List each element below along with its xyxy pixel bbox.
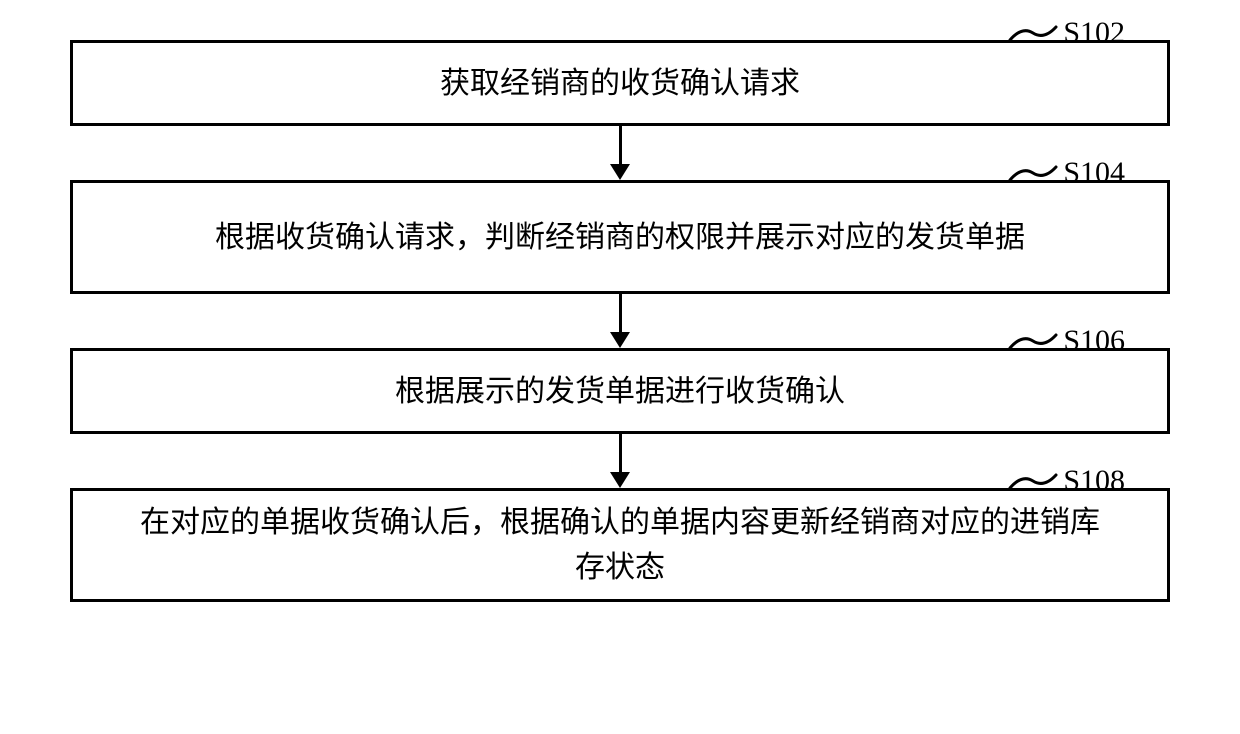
flowchart-container: S102 获取经销商的收货确认请求 S104 根据收货确认请求，判断经销商的权限…	[20, 40, 1220, 602]
label-wrapper-s106: S106	[1008, 324, 1125, 358]
squiggle-icon	[1008, 332, 1058, 350]
arrow-head-icon	[610, 164, 630, 180]
step-text-s106: 根据展示的发货单据进行收货确认	[395, 369, 845, 414]
arrow-s104-s106	[610, 294, 630, 348]
arrow-s106-s108	[610, 434, 630, 488]
arrow-line	[619, 126, 622, 164]
step-label-s106: S106	[1063, 324, 1125, 358]
arrow-s102-s104	[610, 126, 630, 180]
step-label-s108: S108	[1063, 464, 1125, 498]
squiggle-icon	[1008, 24, 1058, 42]
arrow-line	[619, 294, 622, 332]
step-box-s108: 在对应的单据收货确认后，根据确认的单据内容更新经销商对应的进销库存状态	[70, 488, 1170, 602]
arrow-line	[619, 434, 622, 472]
step-wrapper-s104: S104 根据收货确认请求，判断经销商的权限并展示对应的发货单据	[20, 180, 1220, 294]
arrow-head-icon	[610, 332, 630, 348]
step-box-s104: 根据收货确认请求，判断经销商的权限并展示对应的发货单据	[70, 180, 1170, 294]
step-wrapper-s102: S102 获取经销商的收货确认请求	[20, 40, 1220, 126]
step-box-s106: 根据展示的发货单据进行收货确认	[70, 348, 1170, 434]
label-wrapper-s102: S102	[1008, 16, 1125, 50]
step-label-s102: S102	[1063, 16, 1125, 50]
step-label-s104: S104	[1063, 156, 1125, 190]
step-wrapper-s108: S108 在对应的单据收货确认后，根据确认的单据内容更新经销商对应的进销库存状态	[20, 488, 1220, 602]
step-box-s102: 获取经销商的收货确认请求	[70, 40, 1170, 126]
step-text-s108: 在对应的单据收货确认后，根据确认的单据内容更新经销商对应的进销库存状态	[140, 500, 1100, 590]
step-text-s104: 根据收货确认请求，判断经销商的权限并展示对应的发货单据	[215, 215, 1025, 260]
step-text-s102: 获取经销商的收货确认请求	[440, 61, 800, 106]
squiggle-icon	[1008, 472, 1058, 490]
squiggle-icon	[1008, 164, 1058, 182]
arrow-head-icon	[610, 472, 630, 488]
label-wrapper-s108: S108	[1008, 464, 1125, 498]
label-wrapper-s104: S104	[1008, 156, 1125, 190]
step-wrapper-s106: S106 根据展示的发货单据进行收货确认	[20, 348, 1220, 434]
